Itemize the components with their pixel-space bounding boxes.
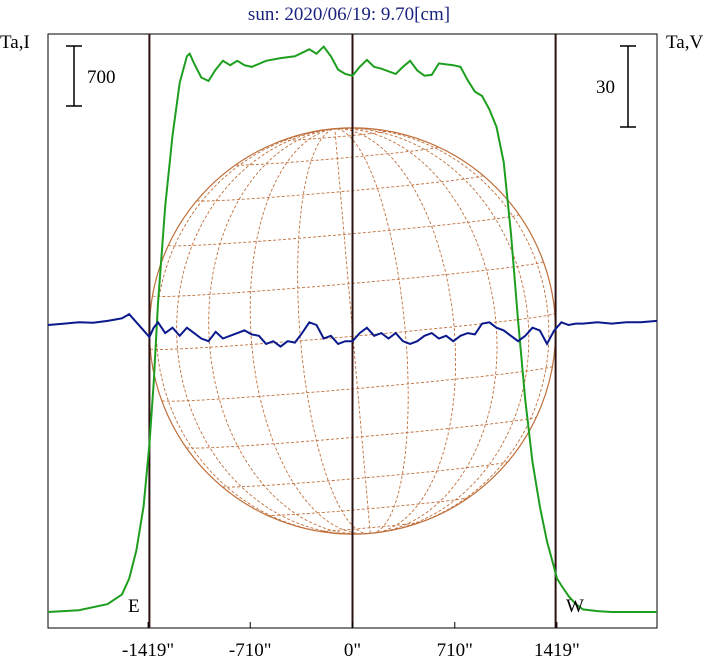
latitude-line [168,214,520,247]
polarization-series-line [47,312,658,348]
latitude-line [221,461,509,488]
longitude-line [249,128,367,535]
right-axis-label: Ta,V [666,32,703,53]
x-tick-label: -1419" [122,640,174,661]
x-tick-label: -710" [229,640,272,661]
chart-title: sun: 2020/06/19: 9.70[cm] [248,4,450,25]
x-tick-label: 710" [437,640,473,661]
west-limb-label: W [566,596,584,617]
latitude-line [266,497,469,516]
x-tick-label: 0" [344,640,361,661]
longitude-line [334,127,550,531]
latitude-line [235,146,439,166]
longitude-line [334,127,530,533]
intensity-series-line [47,45,657,613]
x-axis-ticks: -1419" -710" 0" 710" 1419" [122,622,580,661]
longitude-line [297,128,369,534]
left-axis-label: Ta,I [0,32,30,53]
east-limb-label: E [128,596,140,617]
longitude-line [208,128,361,535]
right-scale-value: 30 [596,77,615,98]
plot-frame [47,33,658,629]
left-scale-value: 700 [87,67,116,88]
latitude-line [149,313,556,350]
longitude-line [176,128,358,535]
left-scale-bar [66,45,82,107]
x-tick-label: 1419" [534,640,580,661]
longitude-line [334,128,498,533]
longitude-line [334,128,409,534]
longitude-line [334,128,457,534]
right-scale-bar [620,45,636,128]
